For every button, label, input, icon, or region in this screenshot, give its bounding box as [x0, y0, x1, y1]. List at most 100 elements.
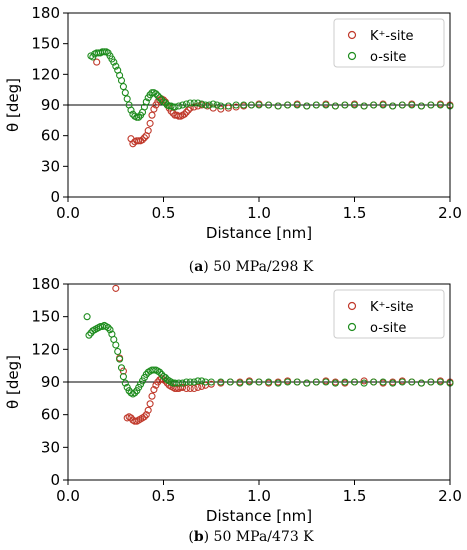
data-point	[116, 355, 124, 363]
data-point	[133, 113, 141, 121]
x-tick-label: 1.0	[247, 204, 271, 222]
data-point	[217, 105, 225, 113]
data-point	[213, 101, 221, 109]
data-point	[232, 101, 240, 109]
y-tick-label: 180	[31, 275, 60, 293]
data-point	[117, 76, 126, 85]
x-tick-label: 0.5	[152, 487, 176, 505]
data-point	[398, 378, 406, 386]
y-tick-label: 60	[41, 406, 60, 424]
data-point	[360, 377, 368, 385]
data-point	[156, 368, 164, 376]
y-tick-label: 120	[31, 65, 60, 83]
x-tick-label: 0.0	[56, 487, 80, 505]
data-point	[379, 101, 387, 109]
data-point	[119, 83, 127, 91]
y-tick-label: 150	[31, 35, 60, 53]
data-point	[182, 108, 190, 116]
data-point	[207, 380, 215, 388]
data-point	[417, 102, 425, 110]
legend-label: K⁺-site	[370, 29, 414, 44]
data-point	[186, 99, 194, 107]
data-point	[140, 134, 148, 142]
data-point	[114, 347, 122, 356]
data-point	[121, 379, 129, 387]
data-point	[312, 101, 320, 109]
data-point	[106, 326, 114, 334]
panel-tag: a	[194, 259, 203, 275]
data-point	[112, 62, 120, 70]
caption-text: 50 MPa/473 K	[214, 529, 315, 545]
data-point	[135, 137, 143, 145]
data-point	[360, 379, 368, 387]
y-tick-label: 180	[31, 4, 60, 22]
data-point	[186, 378, 194, 386]
data-point	[265, 101, 273, 109]
data-point	[217, 378, 225, 386]
data-point	[360, 102, 368, 110]
data-point	[150, 105, 158, 113]
x-tick-label: 0.0	[56, 204, 80, 222]
data-point	[217, 102, 225, 110]
data-point	[179, 383, 187, 391]
data-point	[247, 101, 255, 109]
panel-b: 0.0 0.5 1.0 1.5 2.0 0 30 60 90 120 150 180 Distance …	[4, 275, 462, 545]
data-point	[180, 110, 189, 118]
data-point	[135, 113, 143, 121]
data-point	[146, 400, 154, 408]
data-point	[175, 102, 183, 110]
caption-text: 50 MPa/298 K	[213, 259, 314, 275]
data-point	[255, 101, 263, 109]
y-tick-label: 90	[41, 373, 60, 391]
data-point	[83, 313, 91, 321]
legend-marker	[347, 30, 357, 40]
data-point	[274, 102, 282, 110]
data-point	[184, 106, 192, 114]
data-point	[331, 379, 339, 387]
data-point	[331, 102, 339, 110]
data-point	[182, 100, 190, 108]
data-point	[150, 366, 158, 374]
data-point	[127, 106, 135, 114]
panel-a: 0.0 0.5 1.0 1.5 2.0 0 30 60 90 120 150 180 Distance …	[4, 4, 462, 275]
data-point	[150, 386, 158, 394]
x-axis-label: Distance [nm]	[206, 507, 312, 525]
y-tick-label: 30	[41, 438, 60, 456]
data-point	[194, 99, 202, 107]
data-point	[240, 101, 248, 109]
data-point	[175, 379, 183, 387]
data-point	[171, 379, 179, 387]
data-point	[370, 378, 378, 386]
data-point	[112, 341, 120, 349]
legend-marker	[347, 51, 357, 61]
data-point	[398, 101, 406, 109]
data-point	[303, 379, 311, 387]
data-point	[186, 104, 194, 112]
data-point	[198, 377, 206, 385]
data-point	[190, 378, 198, 386]
data-point	[152, 90, 160, 98]
data-point	[370, 101, 378, 109]
data-point	[121, 89, 129, 97]
data-point	[138, 136, 147, 144]
data-point	[379, 378, 387, 386]
y-tick-label: 90	[41, 96, 60, 114]
series-k-site	[93, 58, 454, 148]
data-point	[436, 378, 444, 386]
legend-marker	[347, 301, 357, 311]
y-tick-label: 0	[50, 188, 60, 206]
data-point	[408, 378, 416, 386]
legend-marker	[347, 322, 357, 332]
data-point	[224, 102, 232, 110]
data-point	[226, 378, 234, 386]
data-point	[389, 379, 397, 387]
data-point	[85, 331, 93, 339]
data-point	[232, 103, 240, 111]
figure-caption: (a) 50 MPa/298 K	[189, 259, 314, 275]
data-point	[303, 102, 311, 110]
y-axis-label: θ [deg]	[4, 355, 22, 409]
data-point	[112, 284, 120, 292]
data-point	[293, 101, 301, 109]
data-point	[341, 378, 349, 386]
